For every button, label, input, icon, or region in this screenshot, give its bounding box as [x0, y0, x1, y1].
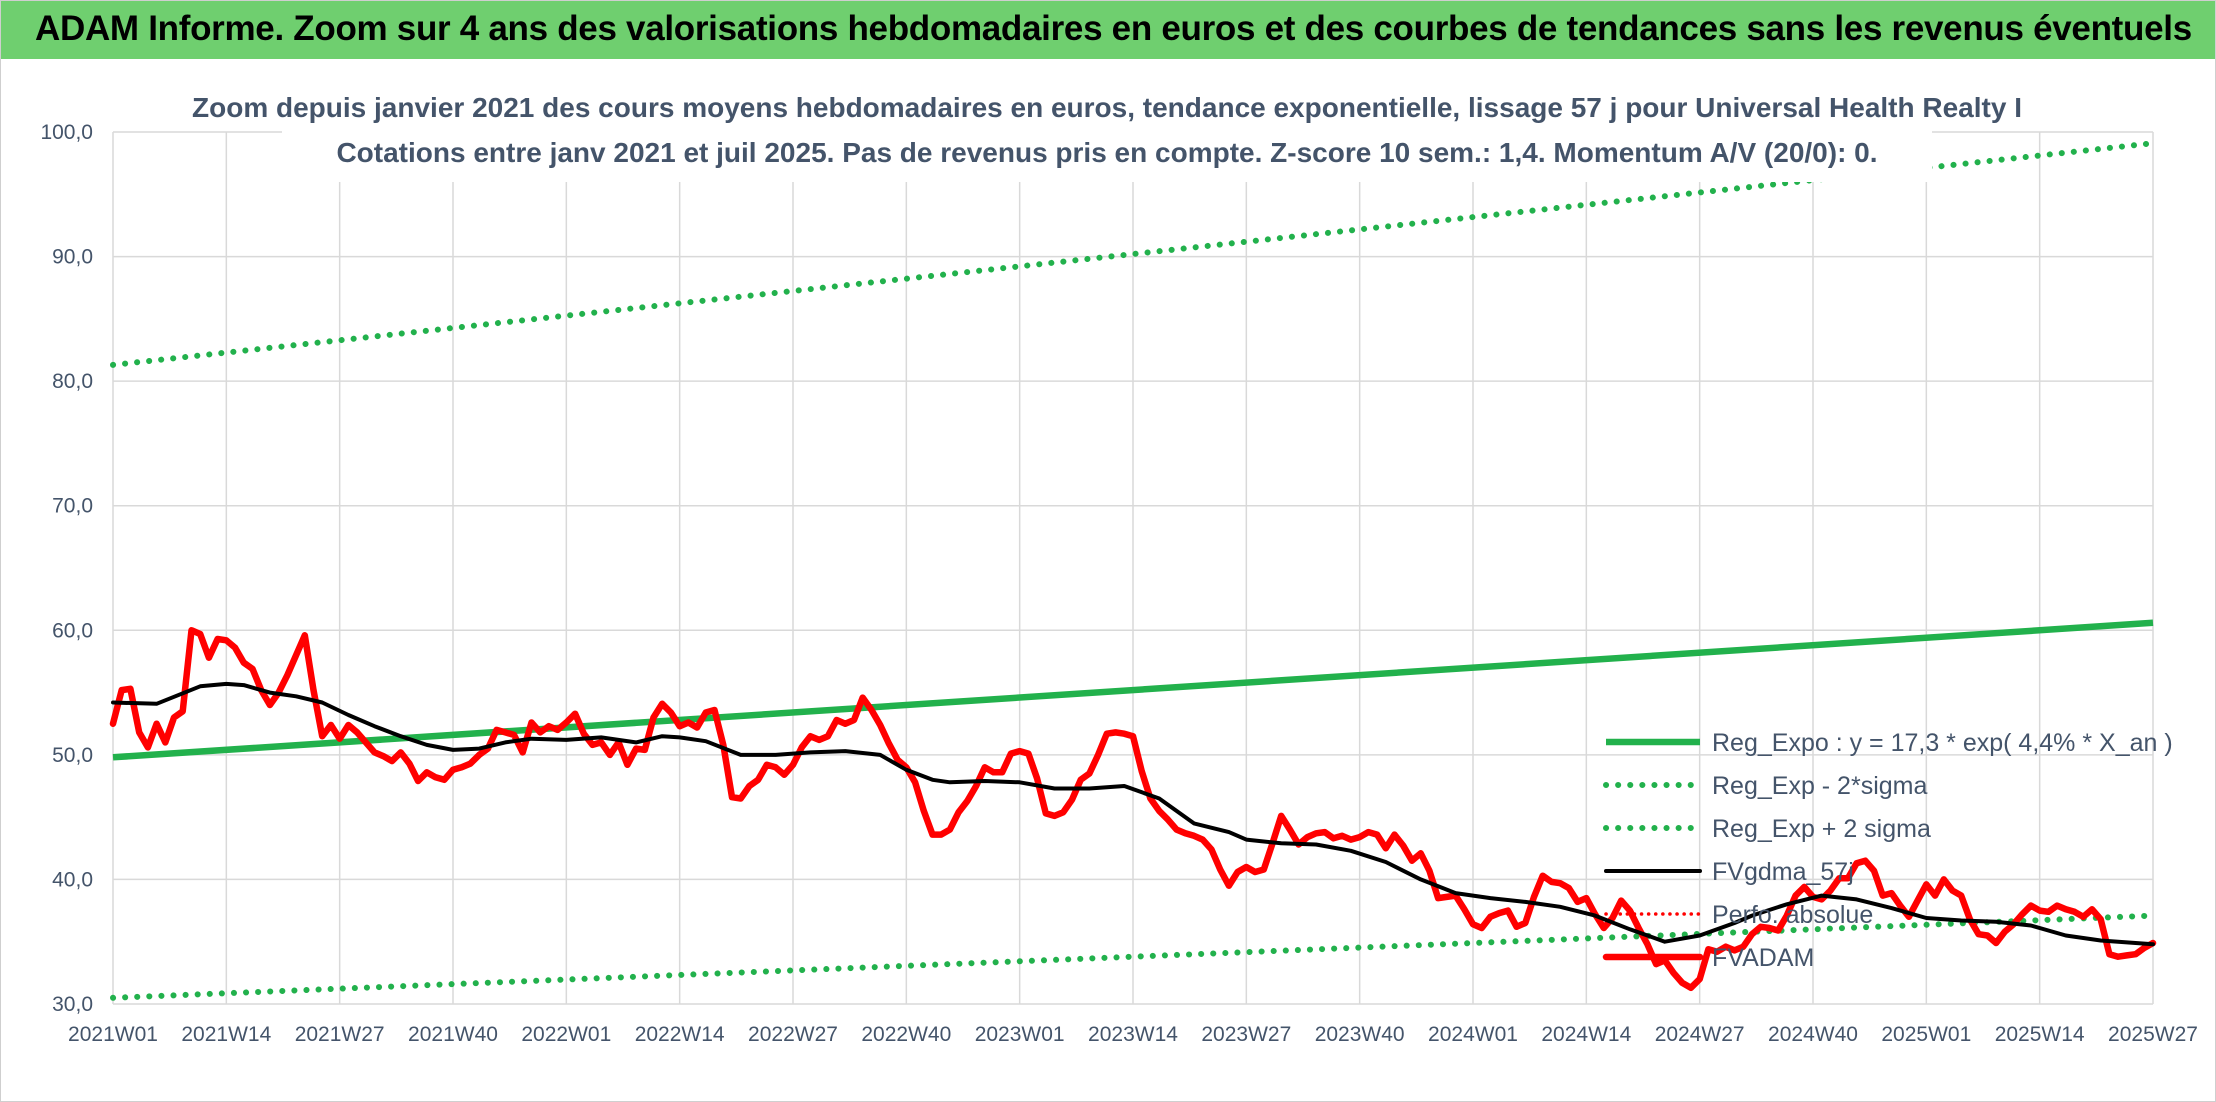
y-tick-label: 40,0: [52, 868, 93, 891]
legend-label: Reg_Exp - 2*sigma: [1712, 772, 1927, 800]
chart-title-line2: Cotations entre janv 2021 et juil 2025. …: [336, 137, 1877, 168]
title-background: [282, 82, 1932, 182]
y-axis-ticks: 30,0 40,0 50,0 60,0 70,0 80,0 90,0 100,0: [40, 121, 93, 1016]
banner-title: ADAM Informe. Zoom sur 4 ans des valoris…: [35, 9, 2192, 48]
x-tick-label: 2024W14: [1541, 1023, 1631, 1046]
series-reg-expo: [112, 619, 2154, 761]
x-tick-label: 2024W01: [1428, 1023, 1518, 1046]
x-tick-label: 2025W14: [1995, 1023, 2085, 1046]
x-tick-label: 2022W40: [861, 1023, 951, 1046]
x-tick-label: 2025W27: [2108, 1023, 2198, 1046]
x-tick-label: 2024W27: [1655, 1023, 1745, 1046]
x-tick-label: 2024W40: [1768, 1023, 1858, 1046]
y-tick-label: 90,0: [52, 246, 93, 269]
legend-label: FVgdma_57j: [1712, 858, 1854, 886]
legend: Reg_Expo : y = 17,3 * exp( 4,4% * X_an )…: [1602, 729, 2173, 972]
y-tick-label: 80,0: [52, 370, 93, 393]
x-tick-label: 2023W01: [975, 1023, 1065, 1046]
x-axis-ticks: 2021W01 2021W14 2021W27 2021W40 2022W01 2022W…: [68, 1023, 2198, 1046]
series-reg-exp-minus-2sigma: [110, 912, 2156, 1001]
x-tick-label: 2025W01: [1881, 1023, 1971, 1046]
y-tick-label: 30,0: [52, 993, 93, 1016]
x-tick-label: 2021W40: [408, 1023, 498, 1046]
header-banner: ADAM Informe. Zoom sur 4 ans des valoris…: [1, 1, 2215, 59]
chart-title-line1: Zoom depuis janvier 2021 des cours moyen…: [192, 92, 2022, 123]
x-tick-label: 2021W27: [295, 1023, 385, 1046]
y-tick-label: 50,0: [52, 744, 93, 767]
y-tick-label: 100,0: [40, 121, 93, 144]
legend-label: Reg_Expo : y = 17,3 * exp( 4,4% * X_an ): [1712, 729, 2173, 757]
y-tick-label: 70,0: [52, 495, 93, 518]
x-tick-label: 2021W01: [68, 1023, 158, 1046]
y-tick-label: 60,0: [52, 619, 93, 642]
legend-label: Reg_Exp + 2 sigma: [1712, 815, 1931, 843]
x-tick-label: 2021W14: [181, 1023, 271, 1046]
series-layer: [109, 140, 2157, 1001]
legend-label: Perfo. absolue: [1712, 901, 1873, 929]
x-tick-label: 2023W14: [1088, 1023, 1178, 1046]
legend-label: FVADAM: [1712, 944, 1814, 972]
series-reg-exp-plus-2sigma: [110, 140, 2156, 368]
x-tick-label: 2022W01: [521, 1023, 611, 1046]
x-tick-label: 2022W27: [748, 1023, 838, 1046]
x-tick-label: 2023W27: [1201, 1023, 1291, 1046]
x-tick-label: 2023W40: [1315, 1023, 1405, 1046]
x-tick-label: 2022W14: [635, 1023, 725, 1046]
series-fvgdma-57j: [111, 681, 2155, 947]
